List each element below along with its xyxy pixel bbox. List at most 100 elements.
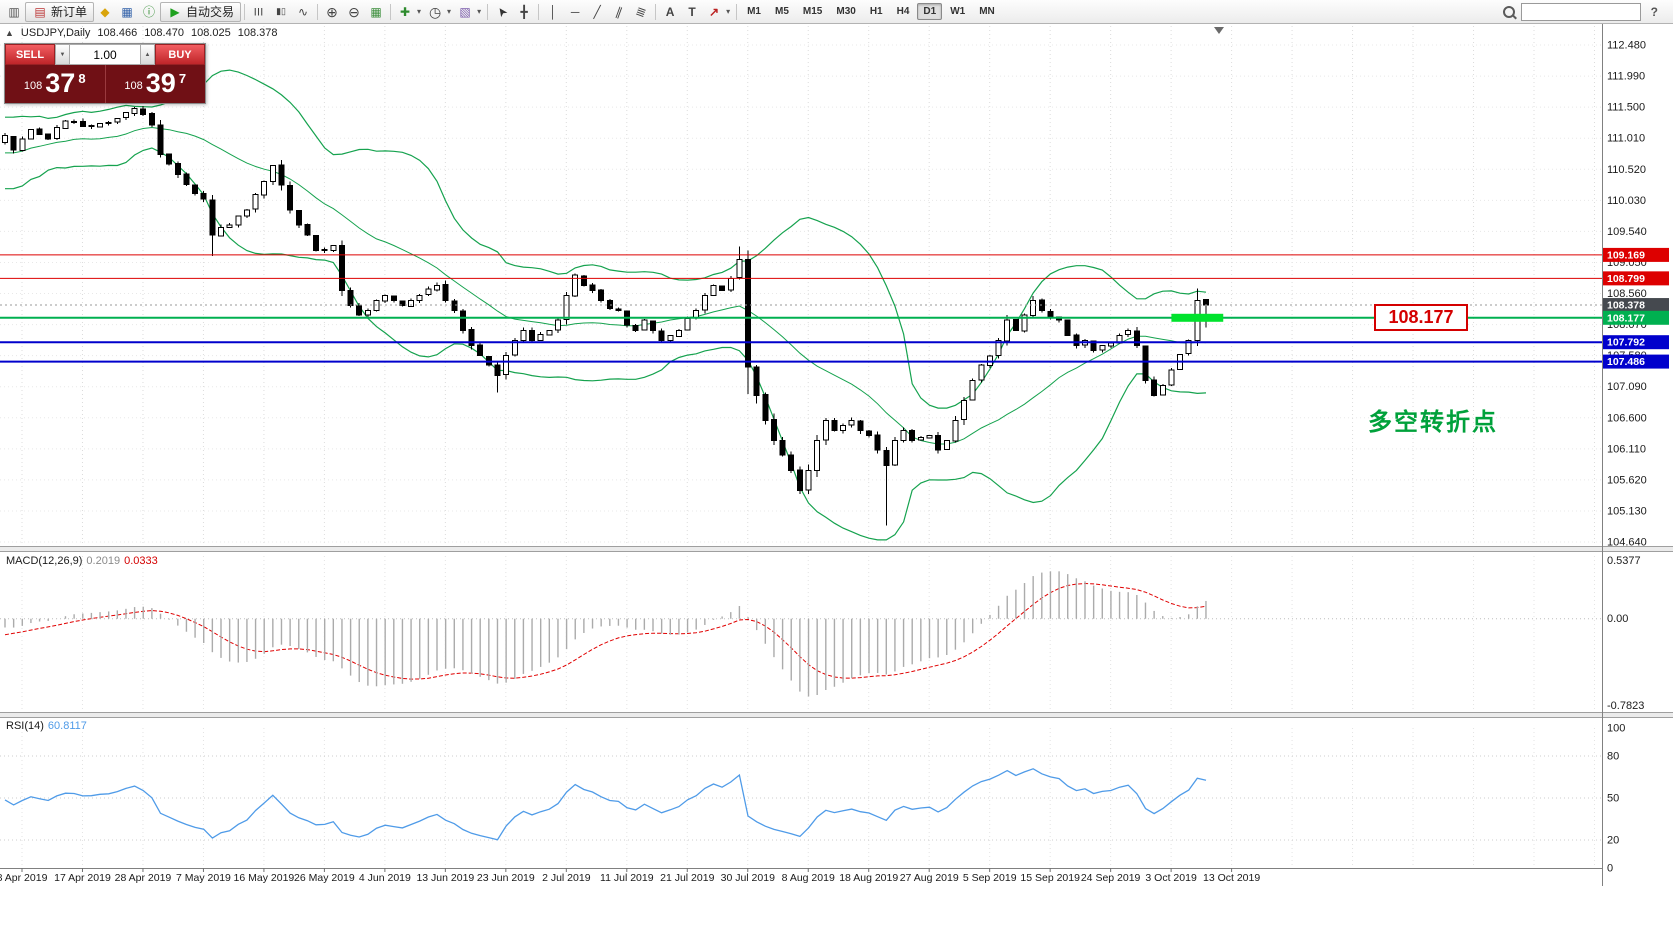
trendline-button[interactable]: ╱ (586, 2, 608, 22)
zoom-in-icon: ⊕ (326, 3, 338, 20)
templates-icon: ▧ (459, 4, 471, 19)
metaeditor-button[interactable]: ◆ (94, 2, 116, 22)
text-label-button[interactable]: T (681, 2, 703, 22)
templates-button[interactable]: ▧ ▾ (454, 2, 484, 22)
svg-text:13 Oct 2019: 13 Oct 2019 (1203, 872, 1260, 884)
svg-text:24 Sep 2019: 24 Sep 2019 (1081, 872, 1141, 884)
volume-decrease-button[interactable]: ▼ (55, 44, 70, 65)
tf-m15-button[interactable]: M15 (802, 6, 823, 17)
level-highlight-handle[interactable] (1171, 313, 1224, 322)
svg-text:5 Sep 2019: 5 Sep 2019 (963, 872, 1017, 884)
bid-ask-display: 108 37 8 108 39 7 (5, 65, 205, 103)
autotrading-icon: ▶ (170, 4, 180, 19)
periods-icon: ◷ (428, 3, 442, 20)
autotrading-button[interactable]: ▶ 自动交易 (160, 1, 242, 22)
zoom-in-button[interactable]: ⊕ (321, 2, 343, 22)
svg-text:108.378: 108.378 (1607, 300, 1645, 312)
bid-price-display[interactable]: 108 37 8 (5, 65, 106, 103)
horizontal-line-button[interactable]: ─ (564, 2, 586, 22)
ask-pipette: 7 (178, 71, 187, 86)
chart-background (0, 24, 1673, 948)
ohlc-low: 108.025 (190, 27, 231, 39)
periods-dropdown-icon[interactable]: ▾ (447, 7, 452, 16)
volume-input[interactable] (70, 44, 140, 65)
indicators-icon: ✚ (400, 4, 411, 19)
toolbar-search: ? (1502, 2, 1662, 21)
volume-increase-button[interactable]: ▲ (140, 44, 155, 65)
line-chart-button[interactable]: ∿ (292, 2, 314, 22)
ohlc-close: 108.378 (237, 27, 278, 39)
rsi-panel: 100 80 50 20 0 (0, 723, 1625, 875)
new-chart-icon: ▥ (8, 4, 20, 19)
svg-text:106.600: 106.600 (1607, 412, 1647, 424)
vertical-line-button[interactable]: │ (542, 2, 564, 22)
svg-text:15 Sep 2019: 15 Sep 2019 (1020, 872, 1080, 884)
toolbar-separator (736, 3, 738, 20)
bid-big-digits: 37 (45, 68, 76, 98)
rsi-value: 60.8117 (47, 720, 87, 732)
ask-price-display[interactable]: 108 39 7 (106, 65, 206, 103)
periods-button[interactable]: ◷ ▾ (424, 2, 454, 22)
tf-w1-button[interactable]: W1 (950, 6, 966, 17)
macd-name: MACD(12,26,9) (6, 555, 83, 567)
tf-m5-button[interactable]: M5 (775, 6, 789, 17)
buy-button[interactable]: BUY (155, 44, 205, 65)
tile-windows-button[interactable]: ▦ (365, 2, 387, 22)
svg-text:28 Apr 2019: 28 Apr 2019 (115, 872, 172, 884)
text-button[interactable]: A (659, 2, 681, 22)
chart-grid (0, 26, 1602, 868)
arrows-button[interactable]: ↗ ▾ (703, 2, 733, 22)
svg-text:0.00: 0.00 (1607, 613, 1628, 625)
templates-dropdown-icon[interactable]: ▾ (477, 7, 482, 16)
svg-text:108.560: 108.560 (1607, 288, 1647, 300)
tf-d1-button[interactable]: D1 (917, 3, 943, 20)
svg-text:108.177: 108.177 (1607, 312, 1645, 324)
sell-button[interactable]: SELL (5, 44, 55, 65)
tf-h1-button[interactable]: H1 (869, 6, 883, 17)
svg-text:112.480: 112.480 (1607, 40, 1646, 52)
crosshair-button[interactable]: ╋ (513, 2, 535, 22)
horizontal-levels (0, 254, 1602, 363)
search-input[interactable] (1520, 2, 1641, 21)
arrows-dropdown-icon[interactable]: ▾ (726, 7, 731, 16)
indicators-dropdown-icon[interactable]: ▾ (417, 7, 422, 16)
chart-shift-marker-icon (1214, 27, 1224, 34)
candlestick-chart-button[interactable]: ▮▯ (270, 2, 292, 22)
tile-windows-icon: ▦ (370, 4, 382, 19)
price-level-annotation[interactable]: 108.177 (1374, 304, 1468, 331)
market-watch-button[interactable]: ▦ (116, 2, 138, 22)
toolbar-separator (317, 3, 319, 20)
tf-m30-button[interactable]: M30 (836, 6, 856, 17)
tf-m1-button[interactable]: M1 (747, 6, 761, 17)
svg-text:104.640: 104.640 (1607, 537, 1647, 549)
text-label-icon: T (688, 4, 696, 19)
svg-text:106.110: 106.110 (1607, 443, 1646, 455)
indicators-button[interactable]: ✚ ▾ (394, 2, 424, 22)
bar-chart-button[interactable]: ||| (248, 2, 270, 22)
price-tag (1603, 335, 1669, 350)
cursor-button[interactable]: ➤ (491, 2, 513, 22)
turning-point-annotation[interactable]: 多空转折点 (1368, 409, 1498, 436)
svg-text:4 Jun 2019: 4 Jun 2019 (359, 872, 411, 884)
fibonacci-button[interactable]: ≣ (630, 2, 652, 22)
new-chart-button[interactable]: ▥ (3, 2, 25, 22)
help-icon[interactable]: ? (1650, 4, 1658, 19)
bollinger-middle-band (5, 126, 1207, 445)
price-tag (1603, 310, 1669, 325)
new-order-button[interactable]: ▤ 新订单 (25, 1, 95, 22)
oneclick-collapse-toggle[interactable]: ▲ (5, 28, 14, 38)
price-scale: 112.480 111.990 111.500 111.010 110.520 110.0… (1603, 40, 1669, 549)
channel-button[interactable]: ∥ (608, 2, 630, 22)
bar-chart-icon: ||| (254, 6, 264, 16)
svg-text:105.620: 105.620 (1607, 474, 1647, 486)
macd-indicator-label: MACD(12,26,9) 0.2019 0.0333 (6, 555, 158, 567)
data-window-button[interactable]: ⓘ (138, 2, 160, 22)
tf-h4-button[interactable]: H4 (896, 6, 910, 17)
zoom-out-button[interactable]: ⊖ (343, 2, 365, 22)
metaeditor-icon: ◆ (100, 4, 110, 19)
new-order-label: 新订单 (51, 5, 88, 19)
svg-text:111.010: 111.010 (1607, 133, 1645, 145)
price-tag (1603, 298, 1669, 313)
tf-mn-button[interactable]: MN (979, 6, 995, 17)
